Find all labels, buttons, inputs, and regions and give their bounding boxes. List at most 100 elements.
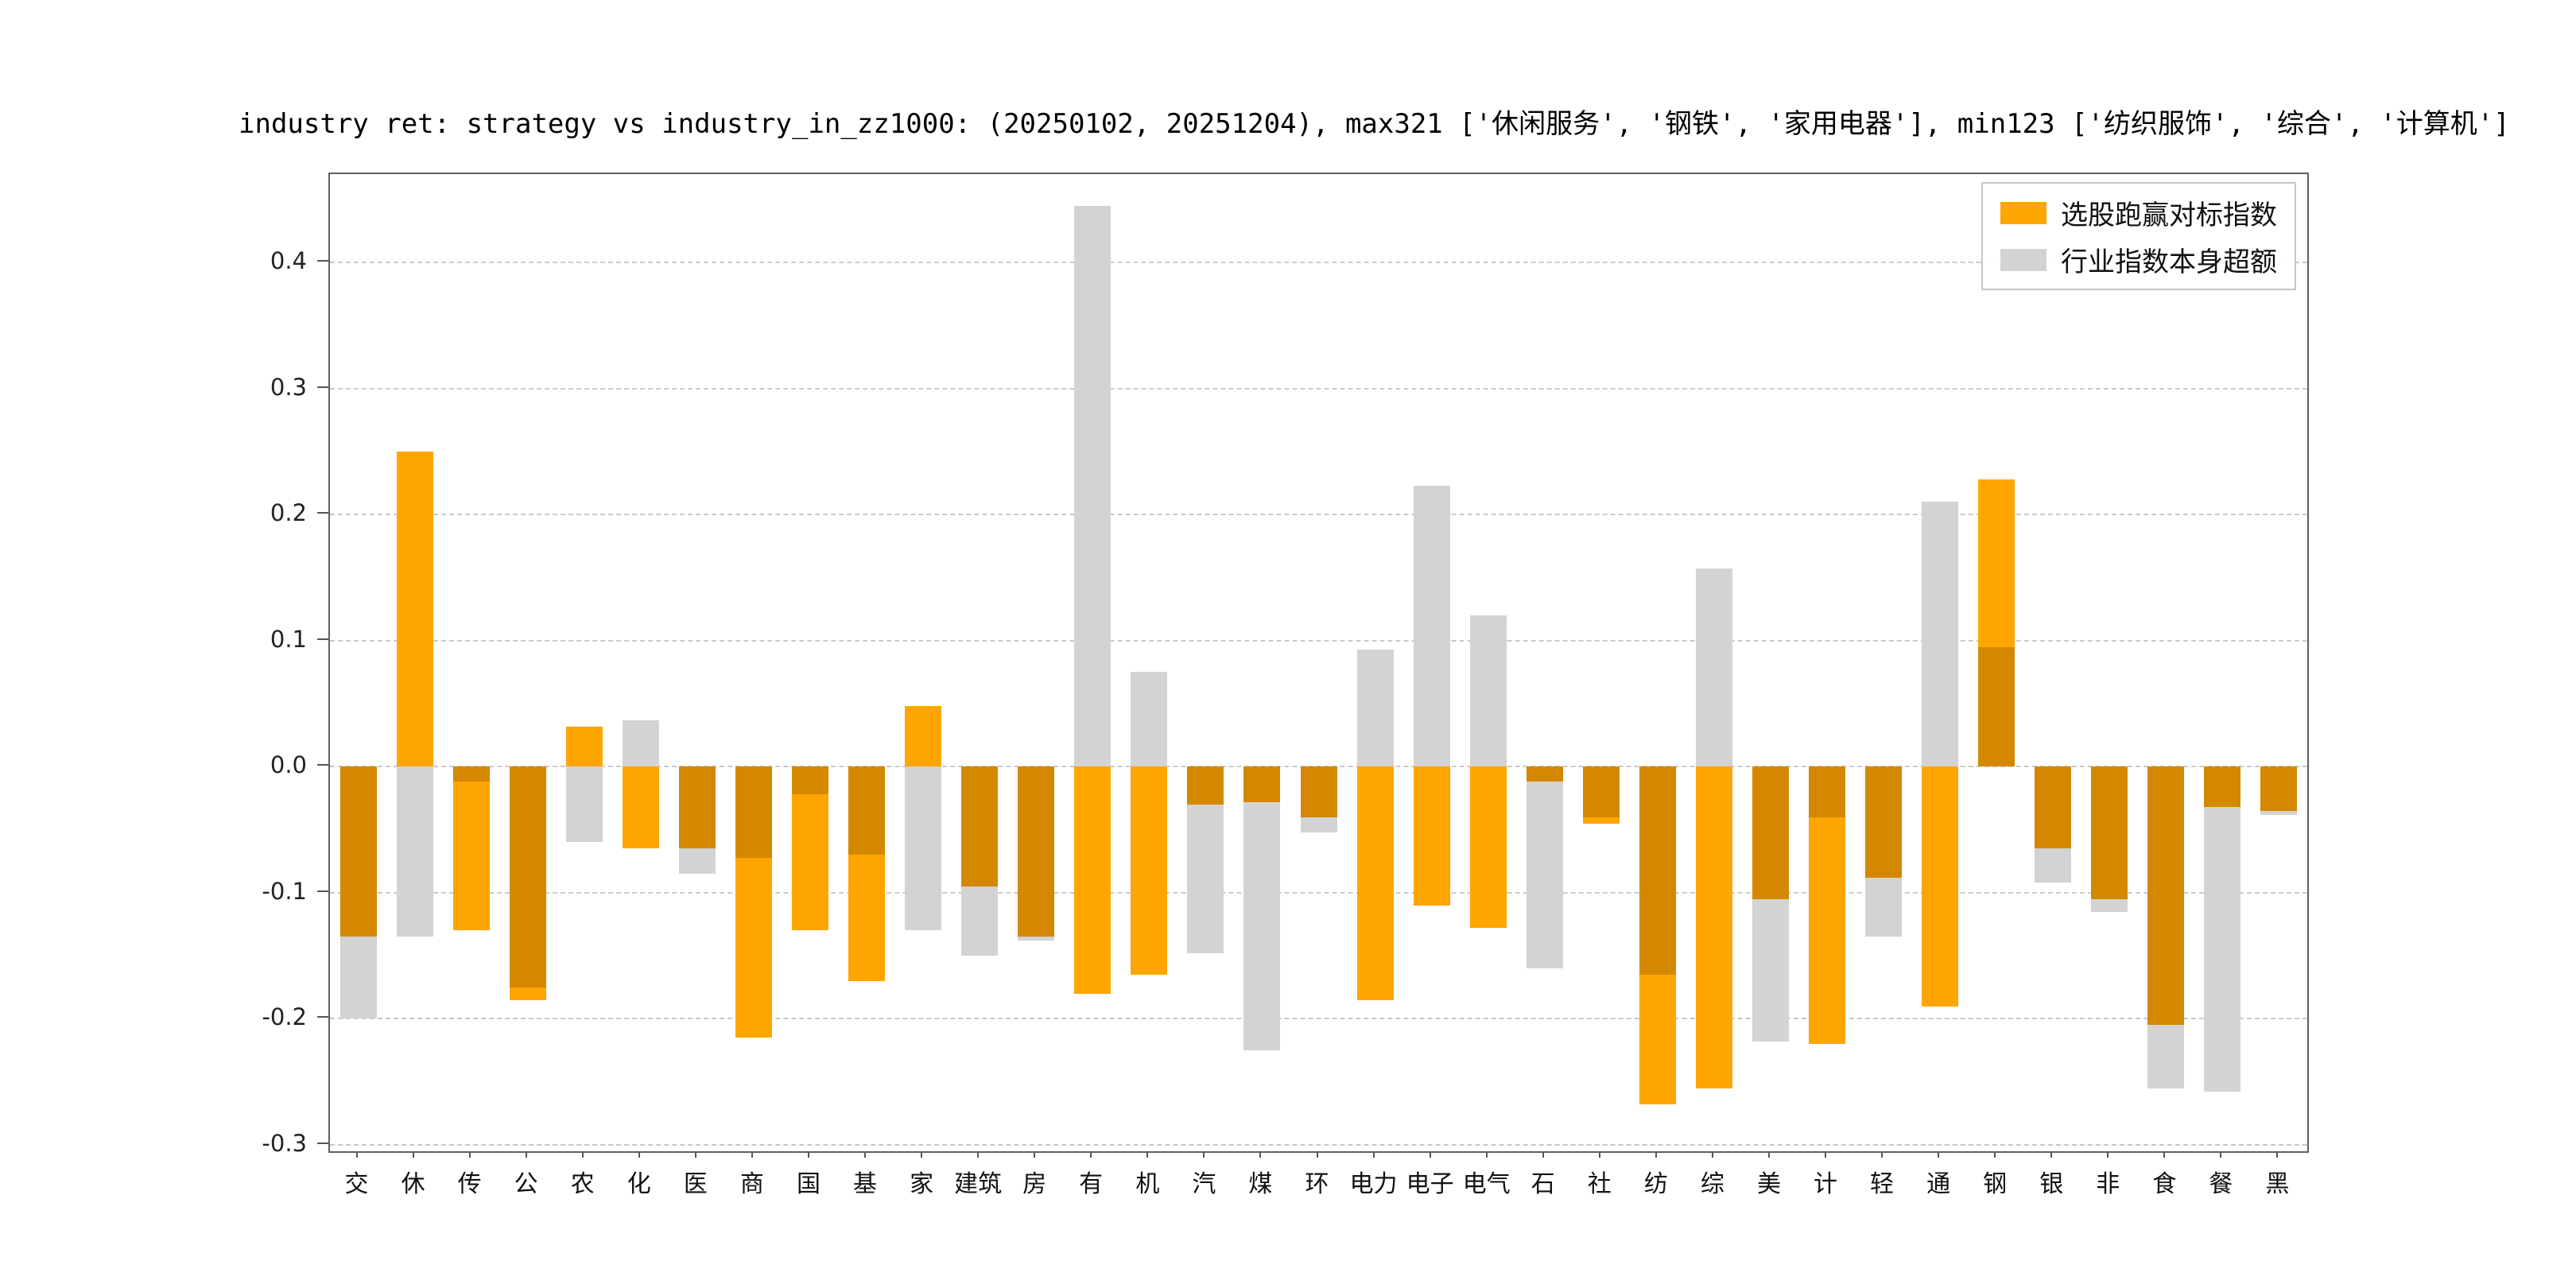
- bar-segment-strategy: [1356, 766, 1394, 1000]
- bars: [330, 174, 2307, 1151]
- x-tick-label: 电气: [1462, 1170, 1511, 1198]
- bar-segment-industry: [2035, 848, 2072, 883]
- x-tick-mark: [977, 1150, 980, 1158]
- x-tick-mark: [807, 1150, 809, 1158]
- x-tick-label: 化: [627, 1170, 651, 1198]
- x-tick-mark: [1711, 1150, 1713, 1158]
- bar-segment-industry: [678, 848, 716, 875]
- bar-segment-overlap: [1243, 766, 1281, 802]
- x-tick-label: 轻: [1870, 1170, 1895, 1198]
- x-tick-label: 纺: [1643, 1170, 1668, 1198]
- bar-segment-industry: [2260, 810, 2298, 815]
- legend-item-industry: 行业指数本身超额: [2000, 240, 2277, 279]
- x-tick-mark: [751, 1150, 753, 1158]
- x-tick-mark: [864, 1150, 867, 1158]
- chart-title: industry ret: strategy vs industry_in_zz…: [239, 108, 2510, 140]
- y-tick-label: -0.2: [262, 1003, 307, 1031]
- x-tick-label: 基: [853, 1170, 878, 1198]
- bar-segment-overlap: [735, 766, 772, 858]
- x-tick-mark: [638, 1150, 640, 1158]
- x-tick-mark: [1429, 1150, 1431, 1158]
- x-tick-label: 公: [514, 1170, 538, 1198]
- legend-label-strategy: 选股跑赢对标指数: [2061, 200, 2277, 231]
- bar-segment-overlap: [1018, 766, 1055, 937]
- gridline: [330, 387, 2307, 390]
- bar-segment-industry: [565, 766, 603, 843]
- bar-segment-strategy: [452, 782, 490, 931]
- x-tick-mark: [1994, 1150, 1996, 1158]
- bar-segment-strategy: [1131, 766, 1168, 975]
- x-tick-mark: [2220, 1150, 2222, 1158]
- bar-segment-overlap: [2204, 766, 2241, 808]
- gridline: [330, 514, 2307, 516]
- x-tick-label: 农: [570, 1170, 595, 1198]
- bar-segment-strategy: [1582, 817, 1620, 824]
- x-tick-label: 建筑: [954, 1170, 1003, 1198]
- x-tick-mark: [1203, 1150, 1205, 1158]
- bar-segment-industry: [1526, 782, 1563, 969]
- x-tick-mark: [1146, 1150, 1149, 1158]
- gridline: [330, 891, 2307, 894]
- bar-segment-industry: [1131, 672, 1168, 767]
- x-axis-category-labels: 交 休 传 公 农 化 医 商 国 基 家建筑房 有 机 汽 煤 环电力 电子 电气石 社 纺 综 美 计 轻 通 钢 银 非 食 餐 黑: [328, 1164, 2309, 1204]
- x-tick-label: 电力: [1349, 1170, 1398, 1198]
- x-tick-mark: [1259, 1150, 1262, 1158]
- x-tick-label: 电子: [1406, 1170, 1454, 1198]
- bar-segment-strategy: [848, 855, 886, 981]
- x-tick-mark: [412, 1150, 414, 1158]
- legend-label-industry: 行业指数本身超额: [2061, 246, 2277, 278]
- bar-segment-industry: [1752, 898, 1789, 1042]
- bar-segment-overlap: [1809, 766, 1845, 817]
- x-tick-label: 有: [1079, 1170, 1104, 1198]
- y-tick-label: -0.1: [262, 877, 307, 905]
- x-tick-label: 机: [1135, 1170, 1160, 1198]
- x-tick-mark: [1034, 1150, 1036, 1158]
- x-tick-label: 商: [739, 1170, 764, 1198]
- bar-segment-strategy: [905, 706, 942, 767]
- x-tick-mark: [525, 1150, 527, 1158]
- y-tick-mark: [317, 764, 328, 766]
- y-tick-mark: [317, 512, 328, 514]
- bar-segment-overlap: [2035, 766, 2072, 849]
- gridline: [330, 1144, 2307, 1146]
- x-tick-mark: [1881, 1150, 1884, 1158]
- y-tick-mark: [317, 638, 328, 640]
- bar-segment-industry: [339, 937, 377, 1019]
- bar-segment-strategy: [735, 857, 772, 1038]
- bar-segment-strategy: [1922, 766, 1959, 1007]
- x-tick-label: 休: [401, 1170, 425, 1198]
- legend: 选股跑赢对标指数 行业指数本身超额: [1981, 182, 2296, 290]
- bar-segment-industry: [1865, 877, 1903, 937]
- x-tick-mark: [1767, 1150, 1770, 1158]
- x-tick-label: 通: [1926, 1170, 1951, 1198]
- bar-segment-overlap: [1639, 766, 1676, 975]
- x-tick-label: 煤: [1248, 1170, 1273, 1198]
- x-tick-mark: [921, 1150, 923, 1158]
- bar-segment-overlap: [2147, 766, 2185, 1026]
- x-tick-label: 环: [1305, 1170, 1329, 1198]
- x-tick-label: 黑: [2265, 1170, 2290, 1198]
- y-tick-label: 0.3: [270, 373, 307, 401]
- x-tick-label: 交: [344, 1170, 369, 1198]
- x-tick-label: 石: [1530, 1170, 1555, 1198]
- bar-segment-strategy: [1639, 974, 1676, 1105]
- bar-segment-overlap: [452, 766, 490, 782]
- bar-segment-overlap: [1187, 766, 1224, 805]
- bar-segment-overlap: [2091, 766, 2128, 899]
- bar-segment-industry: [1300, 817, 1337, 832]
- x-tick-label: 房: [1022, 1170, 1047, 1198]
- bar-segment-industry: [961, 886, 999, 956]
- bar-segment-strategy: [622, 766, 659, 849]
- x-tick-mark: [1825, 1150, 1826, 1158]
- bar-segment-strategy: [396, 451, 433, 767]
- bar-segment-overlap: [1526, 766, 1563, 782]
- bar-segment-strategy: [1074, 766, 1111, 994]
- gridline: [330, 1018, 2307, 1020]
- bar-segment-industry: [1469, 615, 1507, 767]
- x-tick-mark: [355, 1150, 358, 1158]
- legend-swatch-gray: [2000, 248, 2046, 271]
- bar-segment-strategy: [1413, 766, 1450, 906]
- y-tick-mark: [317, 1143, 328, 1145]
- bar-segment-industry: [1356, 649, 1394, 767]
